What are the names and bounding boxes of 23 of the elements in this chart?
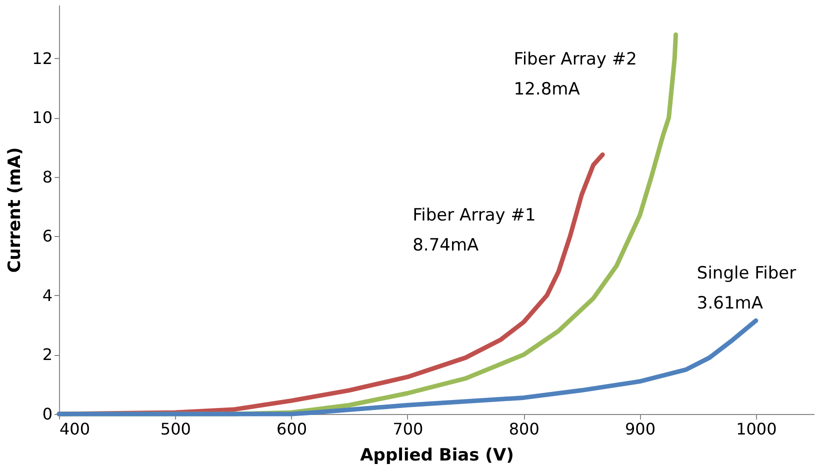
text: Fiber Array #2 bbox=[514, 50, 637, 70]
y-tick-label: 8 bbox=[42, 167, 52, 186]
x-tick-label: 500 bbox=[160, 420, 191, 438]
y-tick-label: 12 bbox=[32, 48, 52, 68]
annotation: 8.74mA bbox=[412, 236, 480, 256]
x-tick-label: 1000 bbox=[736, 420, 777, 438]
x-tick-label: 600 bbox=[276, 420, 308, 438]
y-tick-label: 6 bbox=[42, 226, 52, 246]
x-tick-label: 800 bbox=[508, 420, 540, 438]
y-tick-label: 2 bbox=[42, 345, 52, 364]
x-tick-label: 400 bbox=[60, 420, 90, 438]
y-axis-title: Current (mA) bbox=[5, 147, 26, 273]
text: Single Fiber bbox=[696, 264, 796, 284]
x-tick-label: 900 bbox=[624, 420, 656, 438]
y-tick-label: 0 bbox=[42, 404, 52, 424]
y-tick-label: 10 bbox=[32, 108, 52, 128]
text: Fiber Array #1 bbox=[412, 206, 536, 226]
y-tick-label: 4 bbox=[42, 286, 52, 305]
x-tick-label: 700 bbox=[392, 420, 424, 438]
annotation: 12.8mA bbox=[514, 80, 580, 100]
x-axis-title: Applied Bias (V) bbox=[360, 446, 514, 466]
annotation: 3.61mA bbox=[696, 294, 764, 314]
line-series bbox=[56, 318, 758, 416]
